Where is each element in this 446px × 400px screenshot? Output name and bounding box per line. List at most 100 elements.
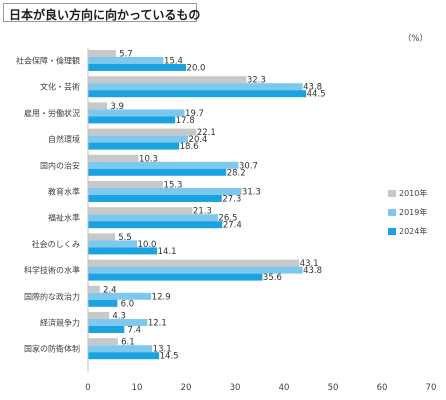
unit-label: （%） xyxy=(403,33,428,44)
data-label: 19.7 xyxy=(185,109,204,119)
category-label: 科学技術の水準 xyxy=(24,265,80,275)
bar xyxy=(88,326,125,333)
data-label: 12.9 xyxy=(152,292,171,302)
data-label: 10.0 xyxy=(138,240,157,250)
data-label: 13.1 xyxy=(153,345,172,355)
bar xyxy=(88,181,163,188)
x-tick-label: 10 xyxy=(132,383,143,393)
bar xyxy=(88,240,137,248)
legend-swatch xyxy=(388,190,396,197)
category-row: 科学技術の水準 43.143.8 35.6 xyxy=(24,259,322,283)
bar xyxy=(88,57,164,64)
data-label: 6.0 xyxy=(121,299,135,309)
legend-item: 2024年 xyxy=(388,226,427,236)
category-label: 福祉水準 xyxy=(48,213,80,223)
legend-item: 2010年 xyxy=(388,188,427,198)
data-label: 43.8 xyxy=(303,83,322,93)
x-axis: 0 10 20 30 40 50 60 70 xyxy=(85,383,436,393)
bar xyxy=(88,338,118,346)
data-label: 26.5 xyxy=(218,214,237,224)
x-tick-label: 20 xyxy=(181,383,192,393)
data-label: 7.4 xyxy=(128,326,142,336)
category-label: 教育水準 xyxy=(48,187,80,197)
category-label: 自然環境 xyxy=(48,134,80,144)
bar xyxy=(88,83,303,91)
data-label: 20.4 xyxy=(189,135,208,145)
data-label: 10.3 xyxy=(139,154,158,164)
x-tick-label: 50 xyxy=(328,383,339,393)
x-tick-label: 0 xyxy=(85,383,90,393)
bar xyxy=(88,292,152,300)
data-label: 35.6 xyxy=(263,273,282,283)
data-label: 20.0 xyxy=(187,64,206,74)
bar xyxy=(88,233,115,241)
data-label: 4.3 xyxy=(112,312,126,322)
category-row: 雇用・労働状況 3.9 19.717.8 xyxy=(24,102,204,126)
legend-label: 2010年 xyxy=(399,188,427,198)
category-label: 文化・芸術 xyxy=(40,82,80,92)
bar xyxy=(88,195,222,202)
bar xyxy=(88,207,193,215)
bar xyxy=(88,221,223,229)
bar xyxy=(88,345,153,353)
data-label: 32.3 xyxy=(247,76,266,86)
data-label: 43.1 xyxy=(300,259,319,269)
category-label: 国家の防衛体制 xyxy=(24,344,80,354)
legend-swatch xyxy=(388,228,396,235)
data-label: 14.1 xyxy=(158,247,177,257)
category-row: 国際的な政治力 2.4 12.9 6.0 xyxy=(24,285,171,309)
legend-swatch xyxy=(388,209,396,216)
data-label: 22.1 xyxy=(197,128,216,138)
bar xyxy=(88,128,197,136)
x-tick-label: 30 xyxy=(230,383,241,393)
data-label: 18.6 xyxy=(180,142,199,152)
title-box: 日本が良い方向に向かっているもの xyxy=(3,3,200,22)
data-label: 5.5 xyxy=(118,233,132,243)
legend-item: 2019年 xyxy=(388,207,427,217)
bar xyxy=(88,90,307,98)
bar xyxy=(88,214,218,222)
bar xyxy=(88,319,148,326)
bar xyxy=(88,273,263,281)
data-label: 2.4 xyxy=(103,285,117,295)
category-row: 文化・芸術 32.3 43.844.5 xyxy=(40,76,326,100)
bar xyxy=(88,168,227,176)
data-label: 5.7 xyxy=(119,50,133,60)
data-label: 44.5 xyxy=(307,90,326,100)
data-label: 31.3 xyxy=(242,188,261,198)
bar xyxy=(88,299,118,307)
bar xyxy=(88,154,139,162)
data-label: 15.3 xyxy=(164,181,183,191)
category-row: 国家の防衛体制 6.1 13.114.5 xyxy=(24,338,179,362)
data-label: 28.2 xyxy=(227,168,246,178)
category-row: 福祉水準 21.3 26.527.4 xyxy=(48,207,242,231)
bar xyxy=(88,352,160,360)
data-label: 43.8 xyxy=(303,266,322,276)
bar xyxy=(88,102,108,110)
legend-label: 2024年 xyxy=(399,226,427,236)
category-row: 教育水準 15.3 31.327.3 xyxy=(48,181,261,205)
category-label: 国内の治安 xyxy=(40,160,80,170)
category-label: 経済競争力 xyxy=(40,318,80,328)
data-label: 6.1 xyxy=(121,338,135,348)
category-label: 社会のしくみ xyxy=(32,239,80,249)
category-row: 経済競争力 4.3 12.1 7.4 xyxy=(40,312,167,336)
data-label: 27.4 xyxy=(223,221,242,231)
bar xyxy=(88,142,180,150)
bar xyxy=(88,266,303,274)
bar xyxy=(88,247,158,255)
bar xyxy=(88,64,186,71)
category-row: 社会のしくみ 5.5 10.014.1 xyxy=(32,233,177,257)
category-row: 社会保障・倫理観 5.7 15.4 20.0 xyxy=(16,50,205,74)
data-label: 12.1 xyxy=(148,319,167,329)
bar xyxy=(88,135,188,143)
x-tick-label: 60 xyxy=(377,383,388,393)
data-label: 30.7 xyxy=(239,161,258,171)
category-label: 社会保障・倫理観 xyxy=(16,56,80,66)
data-label: 3.9 xyxy=(110,102,124,112)
legend-label: 2019年 xyxy=(399,207,427,217)
bar xyxy=(88,259,300,267)
chart-rows: 社会保障・倫理観5.715.420.0文化・芸術32.343.844.5雇用・労… xyxy=(16,50,326,362)
bar xyxy=(88,109,185,117)
data-label: 14.5 xyxy=(160,352,179,362)
